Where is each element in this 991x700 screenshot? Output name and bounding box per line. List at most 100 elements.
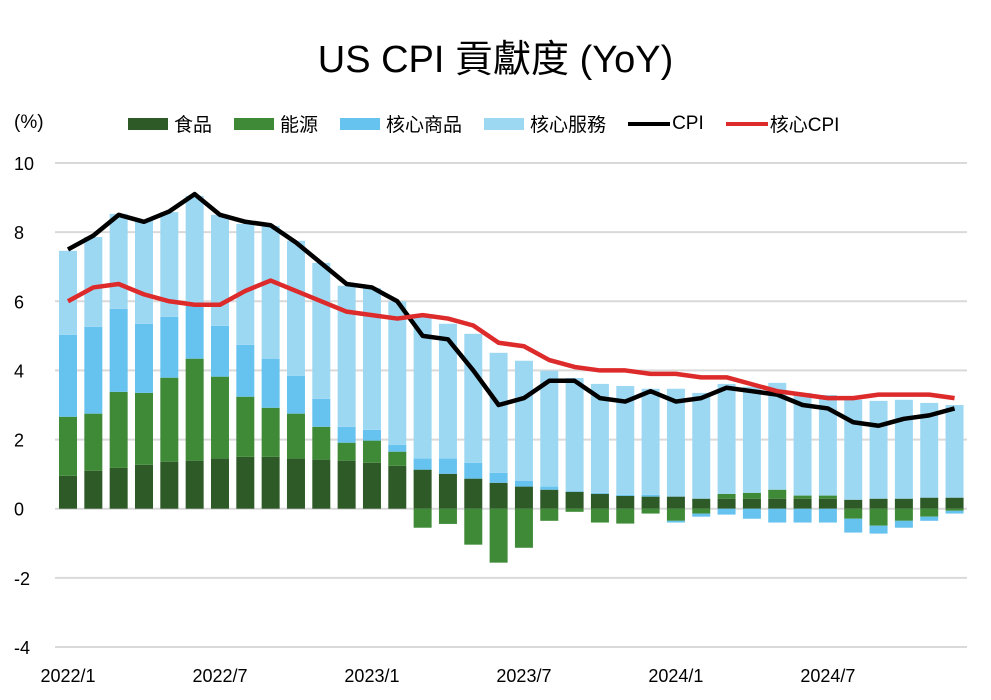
- bar-核心商品-2024/2: [692, 513, 711, 517]
- bar-核心服務-2022/2: [84, 236, 103, 327]
- bar-能源-2023/11: [616, 508, 635, 524]
- bar-能源-2023/1: [362, 440, 381, 463]
- bar-能源-2023/8: [540, 508, 559, 521]
- bar-核心服務-2022/4: [134, 220, 153, 324]
- bar-核心服務-2022/8: [236, 223, 255, 345]
- legend-swatch: [725, 121, 768, 126]
- bar-核心商品-2023/10: [590, 492, 609, 494]
- bar-核心商品-2023/4: [438, 458, 457, 474]
- y-tick-label: 8: [14, 223, 24, 243]
- bar-能源-2024/8: [844, 508, 863, 519]
- x-tick-label: 2024/7: [800, 666, 855, 686]
- bar-食品-2024/1: [666, 496, 685, 509]
- bar-核心服務-2024/12: [945, 405, 964, 498]
- bar-核心商品-2023/3: [413, 458, 432, 470]
- legend-swatch: [234, 117, 275, 130]
- legend-label: 核心CPI: [769, 115, 840, 136]
- bar-能源-2022/12: [337, 442, 356, 461]
- bar-核心服務-2022/10: [286, 240, 305, 376]
- bar-能源-2023/10: [590, 508, 609, 523]
- bar-核心服務-2024/1: [666, 388, 685, 497]
- bar-核心服務-2024/8: [844, 399, 863, 500]
- bar-能源-2024/12: [945, 508, 964, 511]
- bar-食品-2024/8: [844, 499, 863, 509]
- bar-能源-2022/3: [109, 391, 128, 468]
- bar-核心商品-2023/8: [540, 486, 559, 490]
- legend-swatch: [340, 117, 381, 130]
- bar-核心服務-2023/4: [438, 323, 457, 459]
- legend-item: 核心CPI: [725, 110, 840, 137]
- bar-核心商品-2024/10: [894, 520, 913, 528]
- legend-label: 核心商品: [386, 115, 463, 136]
- bar-核心服務-2023/3: [413, 315, 432, 459]
- bar-核心服務-2023/5: [464, 333, 483, 463]
- bar-核心商品-2023/9: [565, 491, 584, 492]
- bar-核心服務-2022/11: [312, 262, 331, 399]
- bar-食品-2024/4: [742, 498, 761, 509]
- bar-核心商品-2022/10: [286, 375, 305, 414]
- bar-核心商品-2022/6: [185, 305, 204, 359]
- y-tick-label: 0: [14, 500, 24, 520]
- bar-能源-2024/2: [692, 508, 711, 514]
- x-tick-label: 2024/1: [648, 666, 703, 686]
- bar-核心服務-2023/1: [362, 288, 381, 430]
- x-tick-label: 2022/7: [192, 666, 247, 686]
- legend-label: 能源: [280, 115, 319, 136]
- bar-食品-2022/3: [109, 467, 128, 509]
- bar-能源-2022/11: [312, 426, 331, 460]
- bar-食品-2024/11: [920, 497, 939, 509]
- y-tick-label: 6: [14, 292, 24, 312]
- y-tick-label: 2: [14, 431, 24, 451]
- bar-食品-2024/6: [793, 498, 812, 509]
- legend-label: 核心服務: [530, 115, 607, 136]
- x-tick-label: 2022/1: [40, 666, 95, 686]
- bar-能源-2022/8: [236, 396, 255, 457]
- bar-食品-2023/1: [362, 462, 381, 509]
- bar-核心商品-2024/4: [742, 508, 761, 519]
- y-tick-label: 10: [14, 154, 34, 174]
- bar-食品-2022/12: [337, 460, 356, 509]
- bar-核心商品-2022/8: [236, 344, 255, 397]
- bar-食品-2023/11: [616, 495, 635, 509]
- bar-能源-2023/4: [438, 508, 457, 524]
- bar-核心服務-2022/3: [109, 213, 128, 309]
- y-tick-label: 4: [14, 361, 24, 381]
- bar-核心商品-2022/5: [160, 316, 179, 378]
- bar-核心服務-2024/9: [869, 400, 888, 499]
- bar-核心服務-2022/9: [261, 225, 280, 359]
- bar-食品-2022/4: [134, 464, 153, 509]
- bar-核心商品-2022/7: [210, 325, 229, 377]
- legend-item: 核心服務: [484, 110, 606, 137]
- bar-核心商品-2022/2: [84, 326, 103, 414]
- bar-核心商品-2024/7: [818, 508, 837, 523]
- bar-核心商品-2024/8: [844, 518, 863, 533]
- bar-核心商品-2022/1: [59, 334, 77, 417]
- bar-核心服務-2023/12: [641, 388, 660, 495]
- chart-legend: 食品 能源 核心商品 核心服務 CPI 核心CPI: [128, 110, 861, 137]
- bar-核心服務-2024/3: [717, 383, 736, 494]
- bar-食品-2022/5: [160, 461, 179, 509]
- y-tick-label: -4: [14, 638, 30, 658]
- bar-核心服務-2024/4: [742, 386, 761, 493]
- bar-核心服務-2023/10: [590, 383, 609, 493]
- bar-核心商品-2023/5: [464, 462, 483, 479]
- bar-能源-2022/10: [286, 413, 305, 459]
- bar-食品-2023/10: [590, 493, 609, 509]
- bar-能源-2024/11: [920, 508, 939, 517]
- legend-label: 食品: [174, 115, 213, 136]
- bar-核心商品-2023/1: [362, 429, 381, 441]
- bar-核心商品-2024/3: [717, 508, 736, 515]
- y-axis-unit-label: (%): [14, 112, 44, 133]
- bar-能源-2024/5: [768, 489, 787, 499]
- bar-食品-2024/7: [818, 498, 837, 509]
- bar-核心服務-2023/11: [616, 385, 635, 495]
- bar-核心商品-2023/2: [388, 444, 407, 452]
- bar-核心服務-2024/6: [793, 392, 812, 496]
- legend-item: 能源: [234, 110, 318, 137]
- bar-能源-2024/4: [742, 492, 761, 499]
- bar-核心服務-2023/2: [388, 301, 407, 445]
- legend-swatch: [484, 117, 525, 130]
- bar-能源-2022/4: [134, 392, 153, 465]
- chart-title: US CPI 貢獻度 (YoY): [317, 39, 674, 81]
- bar-核心商品-2024/5: [768, 508, 787, 523]
